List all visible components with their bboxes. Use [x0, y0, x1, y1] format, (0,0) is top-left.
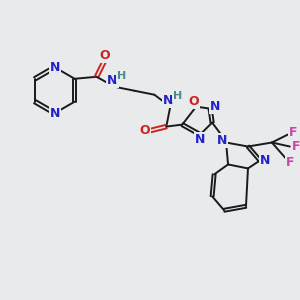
Text: N: N	[50, 61, 60, 74]
Text: N: N	[260, 154, 270, 167]
Text: N: N	[107, 74, 118, 87]
Text: H: H	[117, 71, 126, 81]
Text: N: N	[163, 94, 173, 107]
Text: F: F	[289, 126, 297, 139]
Text: O: O	[99, 50, 110, 62]
Text: F: F	[292, 140, 300, 153]
Text: N: N	[217, 134, 227, 147]
Text: N: N	[195, 133, 206, 146]
Text: N: N	[50, 106, 60, 120]
Text: O: O	[139, 124, 150, 137]
Text: F: F	[286, 156, 294, 169]
Text: N: N	[210, 100, 220, 113]
Text: H: H	[172, 91, 182, 101]
Text: O: O	[189, 95, 200, 108]
